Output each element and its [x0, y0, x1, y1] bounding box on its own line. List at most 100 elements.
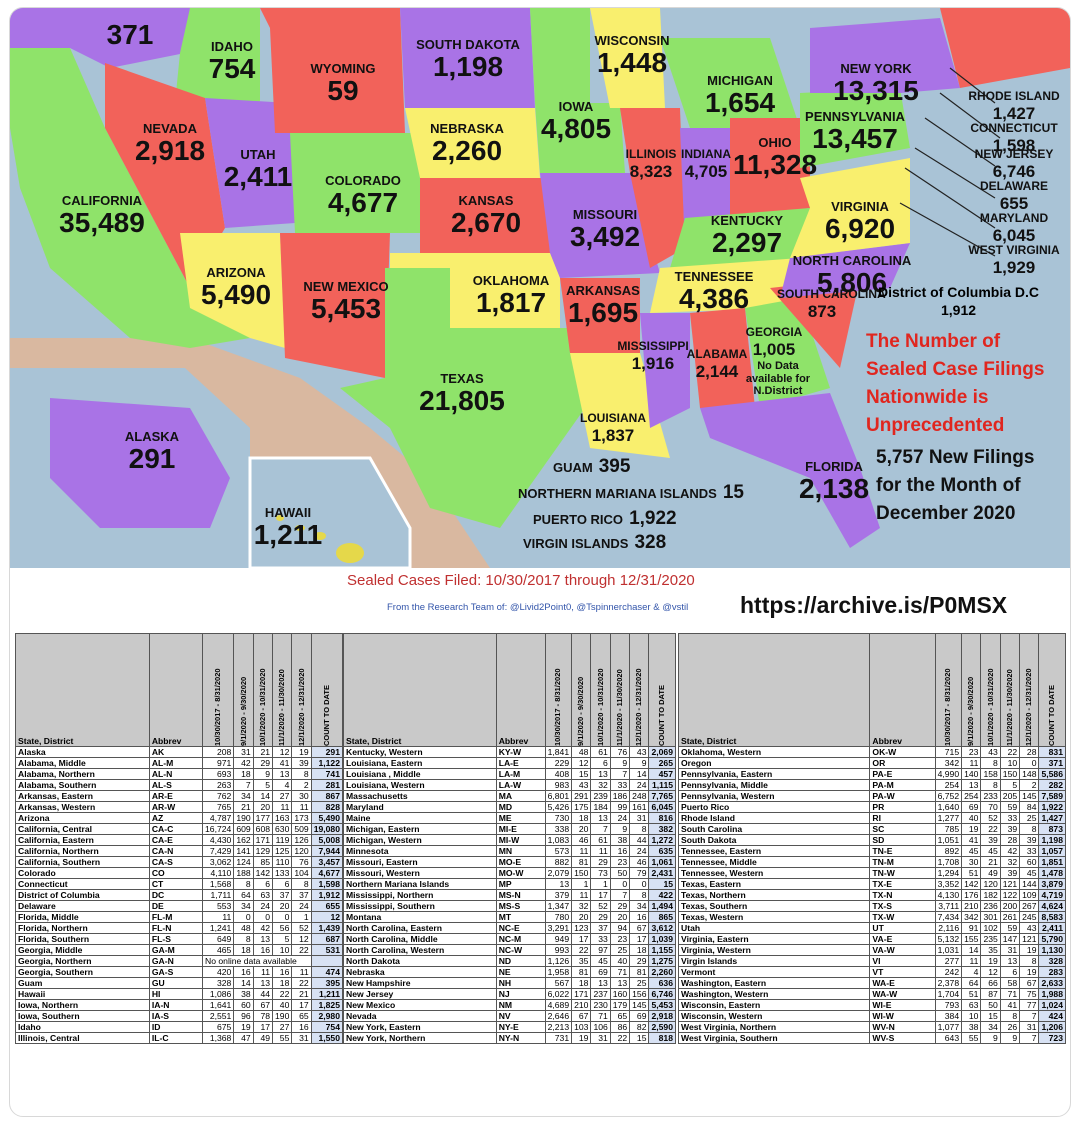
period-label: 12/1/2020 - 12/31/2020: [634, 668, 644, 746]
district-name: New York, Eastern: [343, 1021, 497, 1033]
district-name: Delaware: [15, 900, 150, 912]
period-count: 236: [980, 900, 1001, 912]
period-count: 13: [590, 812, 611, 824]
district-name: Utah: [677, 922, 871, 934]
count-to-date: 283: [1038, 966, 1066, 978]
northeast-label: MARYLAND 6,045: [964, 211, 1064, 245]
period-count: 15: [571, 768, 592, 780]
period-count: 27: [272, 1021, 293, 1033]
period-count: 675: [202, 1021, 235, 1033]
period-count: 38: [961, 1021, 982, 1033]
period-count: 13: [590, 977, 611, 989]
district-abbrev: TN-W: [869, 867, 936, 879]
district-name: Arkansas, Western: [15, 801, 150, 813]
district-abbrev: NE: [495, 966, 546, 978]
table-row: Missouri, Eastern MO-E 882 81 29 23 46 1,061: [343, 856, 676, 868]
period-count: 1,704: [934, 988, 963, 1000]
callout-unprecedented: The Number of Sealed Case Filings Nation…: [866, 328, 1044, 440]
period-count: 162: [233, 834, 254, 846]
no-data-note: No online data available: [202, 955, 312, 967]
period-count: 20: [272, 900, 293, 912]
callout-line: Unprecedented: [866, 415, 1005, 436]
northeast-label: NEW JERSEY 6,746: [964, 147, 1064, 181]
period-count: 14: [252, 790, 274, 802]
period-count: 2,551: [202, 1010, 235, 1022]
period-count: 13: [609, 977, 631, 989]
col-header-state: State, District: [343, 633, 497, 747]
col-header-abbrev: Abbrev: [869, 633, 936, 747]
table-row: Georgia, Middle GA-M 465 18 16 10 22 531: [15, 944, 344, 956]
count-to-date: 635: [648, 845, 676, 857]
count-to-date: 4,719: [1038, 889, 1066, 901]
period-count: 66: [980, 977, 1001, 989]
period-count: 163: [272, 812, 293, 824]
archive-url: https://archive.is/P0MSX: [740, 592, 1008, 618]
state-label: IDAHO 754: [162, 40, 302, 83]
table-row: California, Northern CA-N 7,429 141 129 125 12…: [15, 845, 344, 857]
state-label: HAWAII 1,211: [218, 506, 358, 549]
period-count: 8: [291, 768, 312, 780]
district-name: New York, Northern: [343, 1032, 497, 1044]
state-label: NEVADA 2,918: [100, 122, 240, 165]
period-count: 78: [252, 1010, 274, 1022]
district-name: Alaska: [15, 746, 150, 758]
period-count: 567: [544, 977, 573, 989]
table-row: Michigan, Western MI-W 1,083 46 61 38 44 1,272: [343, 834, 676, 846]
state-label: PENNSYLVANIA 13,457: [785, 110, 925, 153]
period-count: 37: [291, 889, 312, 901]
period-count: 52: [590, 900, 611, 912]
count-to-date: 422: [648, 889, 676, 901]
district-name: Michigan, Eastern: [343, 823, 497, 835]
district-abbrev: WI-W: [869, 1010, 936, 1022]
count-to-date: 2,431: [648, 867, 676, 879]
district-abbrev: PA-M: [869, 779, 936, 791]
state-label: OKLAHOMA 1,817: [441, 274, 581, 317]
period-count: 261: [999, 911, 1021, 923]
period-count: 40: [272, 999, 293, 1011]
table-row: West Virginia, Southern WV-S 643 55 9 9 7 723: [677, 1032, 1066, 1044]
period-count: 4,689: [544, 999, 573, 1011]
period-count: 51: [961, 867, 982, 879]
col-header-period: COUNT TO DATE: [648, 633, 676, 747]
district-name: Nebraska: [343, 966, 497, 978]
table-row: Louisiana, Western LA-W 983 43 32 33 24 1,115: [343, 779, 676, 791]
period-count: 6: [272, 878, 293, 890]
territory-value: 1,922: [629, 508, 677, 529]
count-to-date: 5,490: [310, 812, 344, 824]
col-header-period: COUNT TO DATE: [310, 633, 344, 747]
callout-line: for the Month of: [876, 475, 1021, 496]
state-label-small: ILLINOIS 8,323: [606, 147, 696, 181]
period-count: 184: [590, 801, 611, 813]
period-count: 19: [980, 955, 1001, 967]
district-name: Vermont: [677, 966, 871, 978]
state-name: MARYLAND: [979, 211, 1049, 225]
count-to-date: 2,590: [648, 1021, 676, 1033]
state-name: MISSOURI: [572, 207, 638, 222]
territory-name: VIRGIN ISLANDS: [523, 536, 629, 551]
count-to-date: 1,115: [648, 779, 676, 791]
district-abbrev: GU: [148, 977, 204, 989]
district-abbrev: NC-W: [495, 944, 546, 956]
period-count: 1,958: [544, 966, 573, 978]
district-abbrev: MD: [495, 801, 546, 813]
state-name: NEW YORK: [840, 61, 912, 76]
period-count: 96: [233, 1010, 254, 1022]
period-count: 31: [233, 746, 254, 758]
period-count: 176: [961, 889, 982, 901]
district-name: Tennessee, Western: [677, 867, 871, 879]
district-abbrev: LA-M: [495, 768, 546, 780]
period-count: 983: [544, 779, 573, 791]
period-count: 29: [252, 757, 274, 769]
period-count: 69: [629, 1010, 650, 1022]
period-count: 3,062: [202, 856, 235, 868]
period-count: 42: [999, 845, 1021, 857]
period-count: 24: [252, 900, 274, 912]
period-count: 110: [272, 856, 293, 868]
period-label: 12/1/2020 - 12/31/2020: [1024, 668, 1034, 746]
period-count: 64: [233, 889, 254, 901]
table-row: California, Central CA-C 16,724 609 608 630 50…: [15, 823, 344, 835]
northeast-label: WEST VIRGINIA 1,929: [964, 243, 1064, 277]
district-abbrev: NJ: [495, 988, 546, 1000]
sealed-cases-table-right: State, District Abbrev 10/30/2017 - 8/31/2…: [677, 633, 1066, 1044]
table-row: Arkansas, Western AR-W 765 21 20 11 11 828: [15, 801, 344, 813]
